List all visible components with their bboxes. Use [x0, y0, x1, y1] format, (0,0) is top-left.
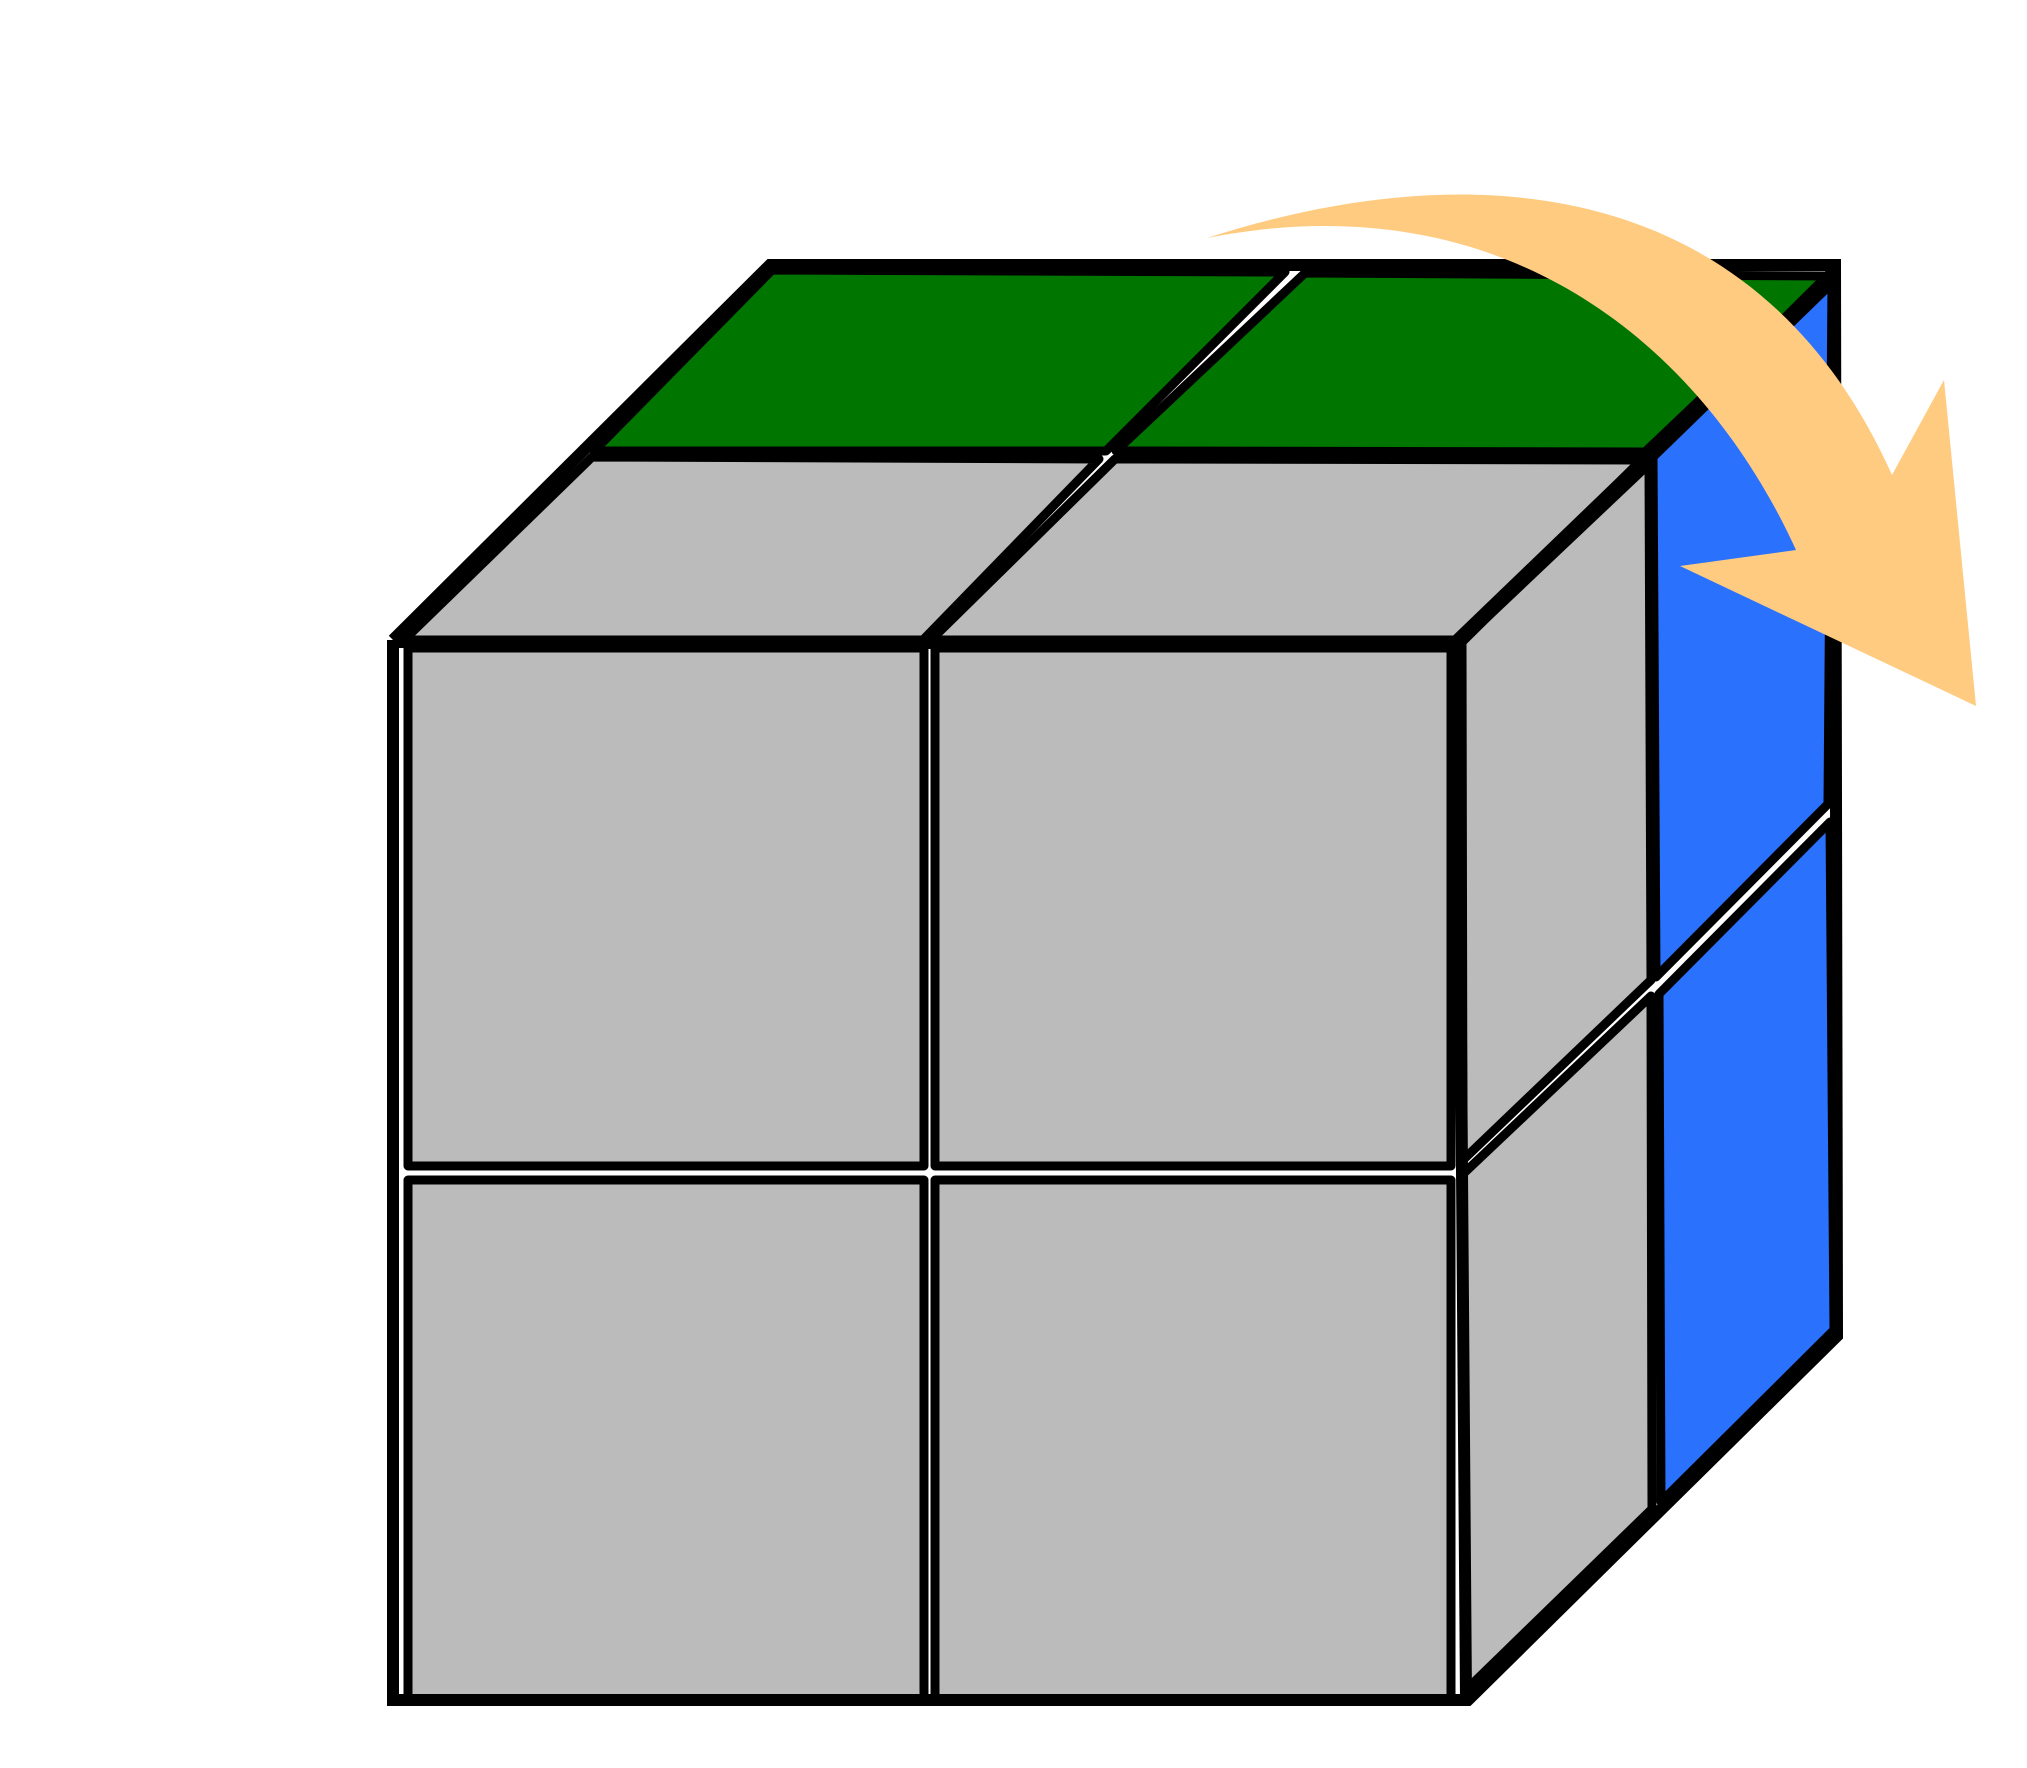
outline-front-right-edge: [1452, 643, 1472, 1701]
front-sticker-top-left: [403, 643, 929, 1171]
front-sticker-top-right: [930, 643, 1456, 1171]
top-face: [399, 265, 1835, 645]
outline-edge-top-left: [387, 259, 1844, 1706]
outline-front-top-edge: [392, 636, 1459, 650]
front-sticker-bottom-right: [930, 1175, 1456, 1705]
cube-outline: [387, 259, 1844, 1706]
top-sticker-back-left: [589, 265, 1290, 456]
front-face: [403, 643, 1456, 1705]
rotation-arrow: [1207, 194, 1976, 706]
front-sticker-bottom-left: [403, 1175, 929, 1705]
